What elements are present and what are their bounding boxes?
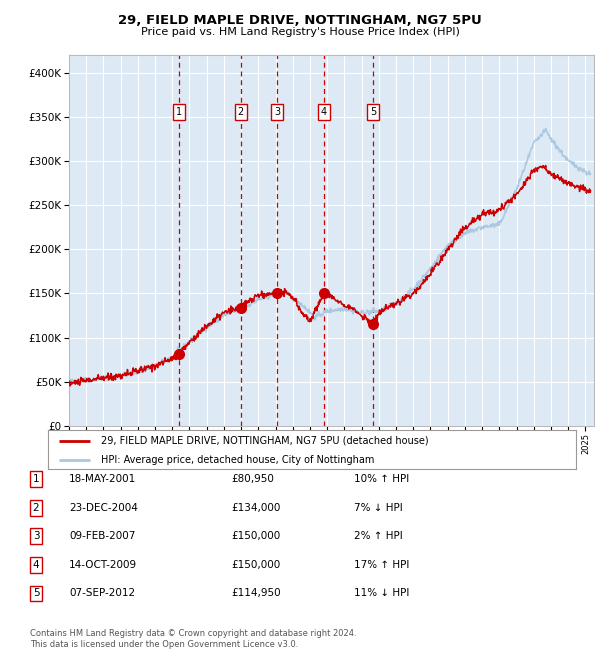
Text: 10% ↑ HPI: 10% ↑ HPI <box>354 474 409 484</box>
Text: 4: 4 <box>320 107 326 117</box>
Text: 07-SEP-2012: 07-SEP-2012 <box>69 588 135 599</box>
Text: 2: 2 <box>32 502 40 513</box>
Text: 1: 1 <box>176 107 182 117</box>
Text: 5: 5 <box>32 588 40 599</box>
Text: £80,950: £80,950 <box>231 474 274 484</box>
Text: 4: 4 <box>32 560 40 570</box>
Text: £150,000: £150,000 <box>231 531 280 541</box>
Text: 09-FEB-2007: 09-FEB-2007 <box>69 531 136 541</box>
Text: 2: 2 <box>238 107 244 117</box>
Text: 23-DEC-2004: 23-DEC-2004 <box>69 502 138 513</box>
Text: 29, FIELD MAPLE DRIVE, NOTTINGHAM, NG7 5PU: 29, FIELD MAPLE DRIVE, NOTTINGHAM, NG7 5… <box>118 14 482 27</box>
Text: Price paid vs. HM Land Registry's House Price Index (HPI): Price paid vs. HM Land Registry's House … <box>140 27 460 37</box>
Text: £150,000: £150,000 <box>231 560 280 570</box>
Text: 5: 5 <box>370 107 376 117</box>
Text: Contains HM Land Registry data © Crown copyright and database right 2024.
This d: Contains HM Land Registry data © Crown c… <box>30 629 356 649</box>
Text: 18-MAY-2001: 18-MAY-2001 <box>69 474 136 484</box>
Text: 3: 3 <box>32 531 40 541</box>
Text: HPI: Average price, detached house, City of Nottingham: HPI: Average price, detached house, City… <box>101 454 374 465</box>
Text: 29, FIELD MAPLE DRIVE, NOTTINGHAM, NG7 5PU (detached house): 29, FIELD MAPLE DRIVE, NOTTINGHAM, NG7 5… <box>101 436 428 446</box>
Text: 7% ↓ HPI: 7% ↓ HPI <box>354 502 403 513</box>
Text: 17% ↑ HPI: 17% ↑ HPI <box>354 560 409 570</box>
Text: 2% ↑ HPI: 2% ↑ HPI <box>354 531 403 541</box>
Text: £114,950: £114,950 <box>231 588 281 599</box>
Text: 11% ↓ HPI: 11% ↓ HPI <box>354 588 409 599</box>
Text: £134,000: £134,000 <box>231 502 280 513</box>
Text: 3: 3 <box>274 107 281 117</box>
Text: 14-OCT-2009: 14-OCT-2009 <box>69 560 137 570</box>
Text: 1: 1 <box>32 474 40 484</box>
